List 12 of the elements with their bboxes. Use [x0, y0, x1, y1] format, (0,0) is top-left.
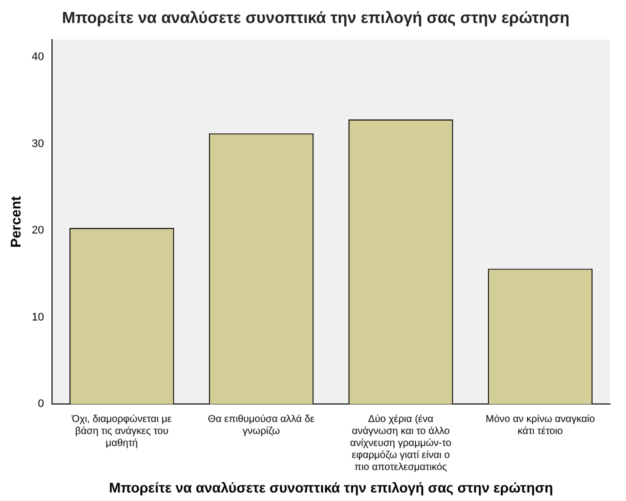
- y-tick-label: 40: [32, 50, 44, 63]
- x-tick-label: Όχι, διαμορφώνεται με βάση τις ανάγκες του μαθητή: [70, 414, 172, 449]
- x-tick-label: Μόνο αν κρίνω αναγκαίο κάτι τέτοιο: [486, 414, 596, 437]
- chart-title: Μπορείτε να αναλύσετε συνοπτικά την επιλογή σας στην ερώτηση: [62, 10, 570, 28]
- x-axis-title: Μπορείτε να αναλύσετε συνοπτικά την επιλογή σας στην ερώτηση: [108, 479, 554, 496]
- x-tick-label: Δύο χέρια (ένα ανάγνωση και το άλλο ανίχνευση γραμμών-το εφαρμόζω γιατί είναι ο πιο αποτελεσματικός: [350, 414, 452, 473]
- y-tick-label: 10: [32, 311, 44, 324]
- y-axis-title: Percent: [7, 196, 24, 248]
- y-tick-label: 0: [38, 398, 44, 410]
- y-tick-label: 30: [32, 138, 44, 150]
- x-tick-label: Θα επιθυμούσα αλλά δε γνωρίζω: [208, 414, 316, 437]
- y-tick-label: 20: [32, 224, 44, 237]
